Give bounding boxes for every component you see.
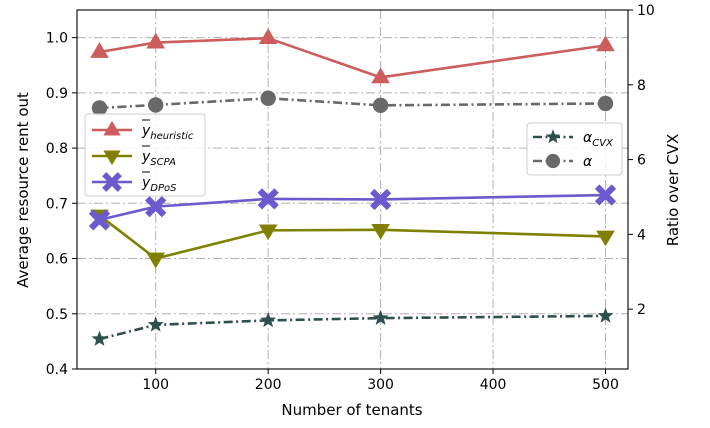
y2-tick-label: 10 bbox=[637, 3, 655, 19]
y-tick-label: 0.8 bbox=[46, 141, 68, 157]
legend-label-DPoS: yDPoS bbox=[141, 175, 177, 194]
data-point-DPoS bbox=[369, 188, 392, 211]
data-point-alpha bbox=[148, 97, 164, 113]
y-tick-label: 0.7 bbox=[46, 196, 68, 212]
data-point-DPoS-bar-b bbox=[594, 184, 617, 206]
data-point-CVX bbox=[597, 307, 614, 323]
legend-marker-DPoS-bar-b bbox=[102, 172, 122, 192]
data-point-DPoS bbox=[257, 188, 279, 210]
legend-left: yheuristic ySCPA yDPoS bbox=[84, 113, 206, 197]
series-SCPA bbox=[90, 209, 615, 269]
x-tick-label: 400 bbox=[480, 377, 507, 393]
data-point-alpha bbox=[260, 90, 276, 106]
series-line-heuristic bbox=[99, 36, 606, 79]
data-point-heuristic bbox=[90, 42, 109, 58]
data-point-heuristic bbox=[146, 32, 166, 49]
y-tick-label: 0.9 bbox=[46, 86, 68, 102]
data-point-SCPA bbox=[371, 223, 390, 240]
data-point-DPoS bbox=[145, 195, 167, 218]
x-axis-label: Number of tenants bbox=[281, 401, 422, 419]
series-CVX bbox=[91, 307, 614, 346]
legend-label-CVX: αCVX bbox=[583, 130, 614, 149]
series-line-SCPA bbox=[98, 214, 606, 260]
legend-marker-DPoS bbox=[102, 172, 122, 192]
data-point-DPoS bbox=[594, 184, 617, 206]
legend-label-alpha: α bbox=[583, 154, 593, 170]
data-point-CVX bbox=[147, 316, 164, 332]
data-point-DPoS-bar-b bbox=[88, 209, 111, 231]
y2-tick-label: 4 bbox=[637, 227, 646, 243]
series-line-alpha bbox=[99, 96, 606, 110]
legend-marker-alpha bbox=[545, 153, 561, 169]
x-tick-label: 200 bbox=[255, 377, 282, 393]
series-heuristic bbox=[90, 28, 615, 84]
data-point-alpha bbox=[372, 97, 389, 114]
plot-frame bbox=[76, 9, 629, 370]
series-line-DPoS bbox=[99, 193, 606, 222]
legend-marker-CVX bbox=[545, 129, 561, 144]
series-layer bbox=[88, 28, 617, 346]
legend-label-heuristic: yheuristic bbox=[141, 123, 194, 142]
data-point-alpha bbox=[597, 95, 614, 112]
y-tick-label: 0.4 bbox=[46, 362, 68, 378]
data-point-CVX bbox=[372, 309, 389, 325]
data-point-SCPA bbox=[146, 252, 166, 269]
legend-marker-SCPA bbox=[103, 150, 121, 166]
data-point-SCPA bbox=[258, 224, 278, 241]
legends: yheuristic ySCPA yDPoS αCVX α bbox=[84, 113, 623, 197]
data-point-DPoS bbox=[88, 209, 111, 231]
data-point-CVX bbox=[91, 330, 108, 346]
data-point-DPoS-bar-b bbox=[145, 195, 167, 218]
data-point-CVX bbox=[260, 311, 277, 328]
y-axis-label: Average resource rent out bbox=[14, 92, 32, 288]
legend-right-box bbox=[526, 122, 623, 176]
data-point-alpha bbox=[91, 100, 108, 116]
legend-marker-heuristic bbox=[103, 120, 121, 136]
y2-tick-label: 6 bbox=[637, 153, 646, 169]
y2-tick-label: 2 bbox=[637, 302, 646, 318]
series-line-CVX bbox=[99, 314, 606, 341]
data-point-heuristic bbox=[258, 28, 278, 45]
data-point-heuristic bbox=[371, 67, 390, 84]
x-tick-label: 300 bbox=[367, 377, 394, 393]
y-tick-label: 1.0 bbox=[46, 31, 68, 47]
series-alpha bbox=[91, 90, 614, 116]
data-point-DPoS-bar-b bbox=[369, 188, 392, 211]
y-tick-label: 0.6 bbox=[46, 252, 68, 268]
y2-axis-label: Ratio over CVX bbox=[664, 134, 682, 247]
data-point-heuristic bbox=[596, 35, 615, 52]
data-point-SCPA bbox=[596, 230, 615, 247]
legend-right: αCVX α bbox=[526, 122, 623, 176]
data-point-DPoS-bar-b bbox=[257, 188, 279, 210]
y2-tick-label: 8 bbox=[637, 78, 646, 94]
axes: 100 200 300 400 500 0.4 0.5 0.6 0.7 0.8 0.9 1.0 2 4 6 8… bbox=[46, 3, 655, 393]
series-DPoS bbox=[88, 184, 617, 231]
legend-label-SCPA: ySCPA bbox=[141, 149, 176, 168]
x-tick-label: 500 bbox=[592, 377, 619, 393]
y-tick-label: 0.5 bbox=[46, 307, 68, 323]
x-tick-label: 100 bbox=[142, 377, 169, 393]
